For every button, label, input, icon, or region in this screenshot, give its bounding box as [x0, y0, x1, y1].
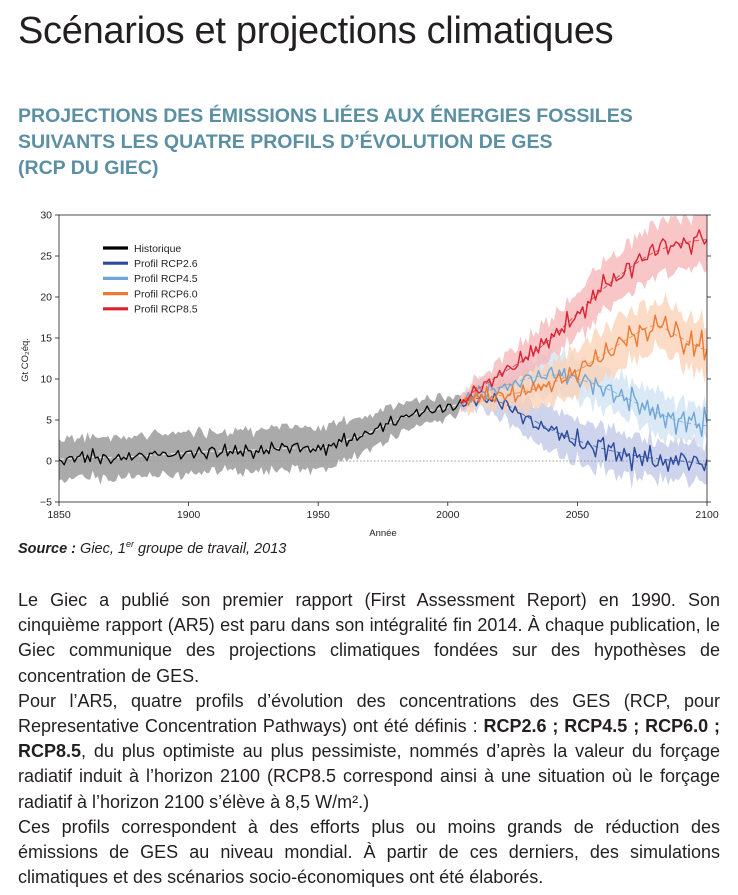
- x-tick-label: 1900: [177, 509, 201, 521]
- body-text: Le Giec a publié son premier rapport (Fi…: [18, 588, 720, 890]
- separator-2: ;: [627, 716, 646, 737]
- x-axis: 1850 1900 1950 2000 2050 2100: [47, 502, 719, 521]
- separator-3: ;: [708, 716, 721, 737]
- source-text-2: groupe de travail, 2013: [134, 540, 287, 557]
- x-tick-label: 1850: [47, 509, 71, 521]
- chart-heading-line-3: (RCP DU GIEC): [18, 157, 159, 179]
- chart-heading-line-2: SUIVANTS LES QUATRE PROFILS D’ÉVOLUTION …: [18, 131, 553, 153]
- y-tick-label: 30: [40, 210, 52, 222]
- rcp26-line: [460, 392, 707, 472]
- source-label: Source :: [18, 540, 77, 557]
- x-tick-label: 2000: [436, 509, 460, 521]
- rcp60-line: [460, 314, 707, 406]
- x-tick-label: 1950: [307, 509, 331, 521]
- y-tick-label: 20: [40, 292, 52, 304]
- rcp45-term: RCP4.5: [564, 716, 628, 737]
- y-tick-label: 25: [40, 251, 52, 263]
- x-axis-label: Année: [369, 528, 396, 539]
- rcp85-line: [460, 229, 707, 405]
- rcp26-term: RCP2.6: [483, 716, 547, 737]
- source-superscript: er: [125, 539, 134, 549]
- historique-line: [59, 398, 462, 466]
- x-tick-label: 2050: [566, 509, 590, 521]
- paragraph-3: Ces profils correspondent à des efforts …: [18, 816, 720, 888]
- page-title: Scénarios et projections climatiques: [18, 10, 614, 52]
- legend-label-rcp60: Profil RCP6.0: [134, 288, 198, 300]
- y-axis-label: Gt CO₂éq.: [20, 338, 31, 382]
- rcp60-term: RCP6.0: [645, 716, 709, 737]
- legend-label-rcp85: Profil RCP8.5: [134, 304, 198, 316]
- y-tick-label: −5: [40, 497, 52, 509]
- rcp45-line: [460, 366, 707, 438]
- plot-frame: [58, 214, 708, 503]
- paragraph-2-intro: Pour l’AR5, quatre profils d’évolution d…: [18, 690, 720, 737]
- chart-heading: PROJECTIONS DES ÉMISSIONS LIÉES AUX ÉNER…: [18, 103, 728, 181]
- rcp85-term: RCP8.5: [18, 741, 82, 762]
- legend-label-rcp45: Profil RCP4.5: [134, 273, 198, 285]
- paragraph-2: Pour l’AR5, quatre profils d’évolution d…: [18, 689, 720, 815]
- series-lines: [59, 229, 707, 472]
- rcp85-trend-line: [460, 239, 707, 404]
- y-tick-label: 15: [40, 333, 52, 345]
- legend: Historique Profil RCP2.6 Profil RCP4.5 Prof…: [103, 243, 198, 316]
- paragraph-2-end: , du plus optimiste au plus pessimiste, …: [18, 741, 720, 812]
- source-text-1: Giec, 1: [76, 540, 126, 557]
- y-tick-label: 10: [40, 374, 52, 386]
- x-tick-label: 2100: [695, 509, 719, 521]
- legend-label-rcp26: Profil RCP2.6: [134, 258, 198, 270]
- y-axis: −5 0 5 10 15 20 25 30: [40, 210, 711, 509]
- historique-band: [59, 392, 461, 485]
- rcp60-trend-line: [460, 325, 707, 405]
- y-tick-label: 5: [46, 415, 52, 427]
- y-tick-label: 0: [46, 456, 52, 468]
- paragraph-1: Le Giec a publié son premier rapport (Fi…: [18, 590, 720, 686]
- source-note: Source : Giec, 1er groupe de travail, 20…: [18, 539, 286, 557]
- separator-1: ;: [546, 716, 565, 737]
- chart-heading-line-1: PROJECTIONS DES ÉMISSIONS LIÉES AUX ÉNER…: [18, 105, 633, 127]
- legend-label-historique: Historique: [134, 243, 181, 255]
